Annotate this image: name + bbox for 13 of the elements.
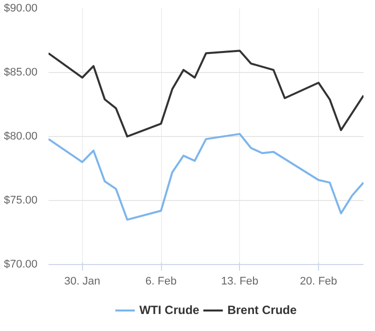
x-tick-label: 20. Feb [300,276,338,288]
legend-label: Brent Crude [227,303,297,317]
y-tick-label: $70.00 [4,258,38,270]
x-tick-label: 13. Feb [221,276,258,288]
y-tick-label: $80.00 [4,130,38,142]
y-tick-label: $85.00 [4,66,38,78]
x-tick-label: 6. Feb [145,276,177,288]
line-series [48,50,364,138]
y-tick-label: $90.00 [4,2,38,14]
y-tick-label: $75.00 [4,194,38,206]
x-tick-label: 30. Jan [64,276,100,288]
legend-label: WTI Crude [139,303,200,317]
line-series [48,132,364,221]
